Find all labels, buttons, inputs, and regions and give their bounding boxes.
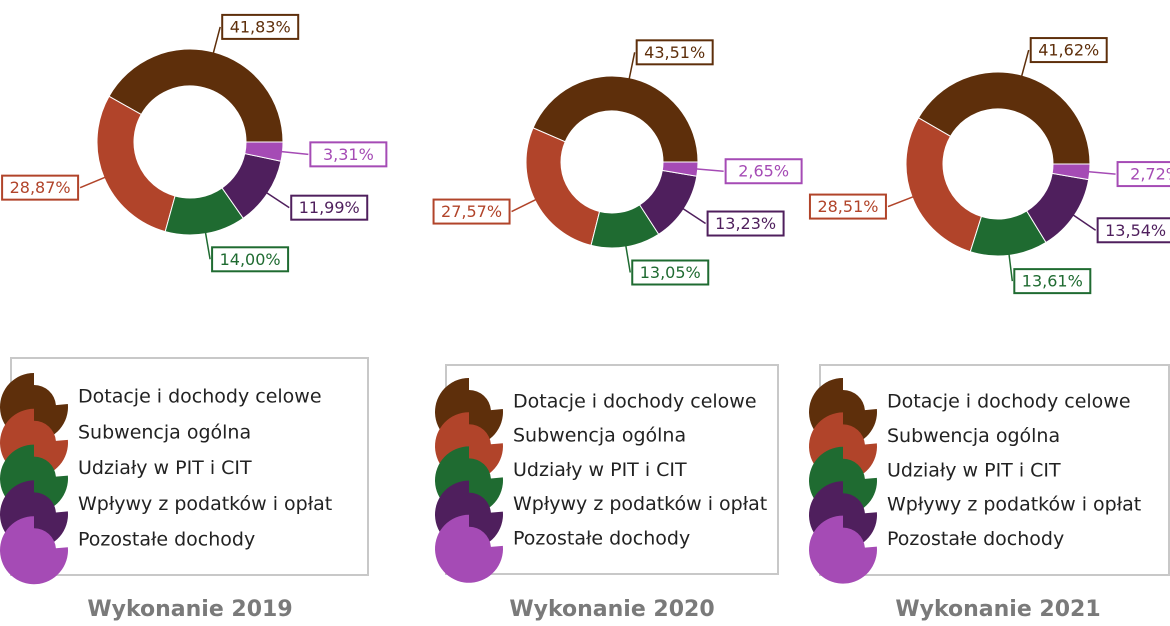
data-label: 13,61% <box>1022 272 1083 291</box>
label-box <box>290 194 369 221</box>
data-label: 14,00% <box>220 250 281 269</box>
donut-slice <box>917 71 1091 165</box>
leader-line <box>1087 170 1116 175</box>
legend-label: Subwencja ogólna <box>78 421 251 443</box>
leader-line <box>695 168 724 172</box>
legend-label: Subwencja ogólna <box>887 425 1060 447</box>
legend-label: Dotacje i dochody celowe <box>513 391 757 413</box>
leader-line <box>681 207 707 225</box>
data-label: 3,31% <box>323 145 374 164</box>
data-label: 27,57% <box>441 202 502 221</box>
legend-icon <box>0 516 69 585</box>
legend-label: Wpływy z podatków i opłat <box>887 494 1141 516</box>
legend-icon <box>435 514 503 583</box>
data-label: 13,23% <box>715 214 776 233</box>
legend-label: Pozostałe dochody <box>513 527 690 549</box>
leader-line <box>511 198 538 213</box>
label-box <box>635 39 714 66</box>
legend-label: Subwencja ogólna <box>513 425 686 447</box>
label-box <box>432 198 511 225</box>
label-box <box>221 13 300 40</box>
leader-line <box>624 244 631 273</box>
label-box <box>1 174 80 201</box>
data-label: 41,83% <box>230 17 291 36</box>
data-label: 2,72% <box>1130 165 1170 184</box>
label-box <box>1116 161 1170 188</box>
legend-box <box>10 357 369 576</box>
label-box <box>211 246 290 273</box>
leader-line <box>280 150 309 156</box>
data-label: 11,99% <box>299 198 360 217</box>
legend-label: Pozostałe dochody <box>887 528 1064 550</box>
chart-title: Wykonanie 2020 <box>509 597 714 622</box>
data-label: 28,87% <box>10 178 71 197</box>
data-label: 41,62% <box>1038 41 1099 60</box>
legend-label: Udziały w PIT i CIT <box>513 459 687 481</box>
data-label: 13,05% <box>640 263 701 282</box>
donut-slice <box>661 161 699 177</box>
leader-line <box>212 26 221 55</box>
data-label: 2,65% <box>738 162 789 181</box>
label-box <box>1096 217 1170 244</box>
legend-label: Wpływy z podatków i opłat <box>513 493 767 515</box>
donut-slice <box>532 75 699 163</box>
chart-title: Wykonanie 2021 <box>895 597 1100 622</box>
leader-line <box>1008 253 1014 282</box>
legend-label: Wpływy z podatków i opłat <box>78 493 332 515</box>
legend-box <box>445 364 779 575</box>
legend-icon <box>809 515 877 584</box>
leader-line <box>628 52 636 80</box>
legend-box <box>819 364 1170 576</box>
leader-line <box>79 176 107 189</box>
donut-slice <box>96 95 176 233</box>
donut-slice <box>905 117 983 253</box>
label-box <box>808 193 887 220</box>
label-box <box>309 141 388 168</box>
donut-slice <box>108 48 284 143</box>
legend-label: Dotacje i dochody celowe <box>887 391 1131 413</box>
data-label: 13,54% <box>1105 221 1166 240</box>
leader-line <box>887 195 915 208</box>
leader-line <box>1020 49 1030 78</box>
chart-title: Wykonanie 2019 <box>87 597 292 622</box>
donut-slice <box>1051 163 1091 181</box>
label-box <box>706 210 785 237</box>
data-label: 43,51% <box>644 43 705 62</box>
label-box <box>724 158 803 185</box>
leader-line <box>204 231 211 260</box>
label-box <box>1029 37 1108 64</box>
legend-label: Udziały w PIT i CIT <box>887 459 1061 481</box>
donut-slice <box>244 141 284 162</box>
legend-label: Pozostałe dochody <box>78 529 255 551</box>
legend-label: Udziały w PIT i CIT <box>78 457 252 479</box>
data-label: 28,51% <box>817 197 878 216</box>
leader-line <box>265 191 290 209</box>
label-box <box>631 259 710 286</box>
label-box <box>1013 268 1092 295</box>
leader-line <box>1072 213 1097 231</box>
donut-slice <box>525 127 601 247</box>
legend-label: Dotacje i dochody celowe <box>78 386 322 408</box>
